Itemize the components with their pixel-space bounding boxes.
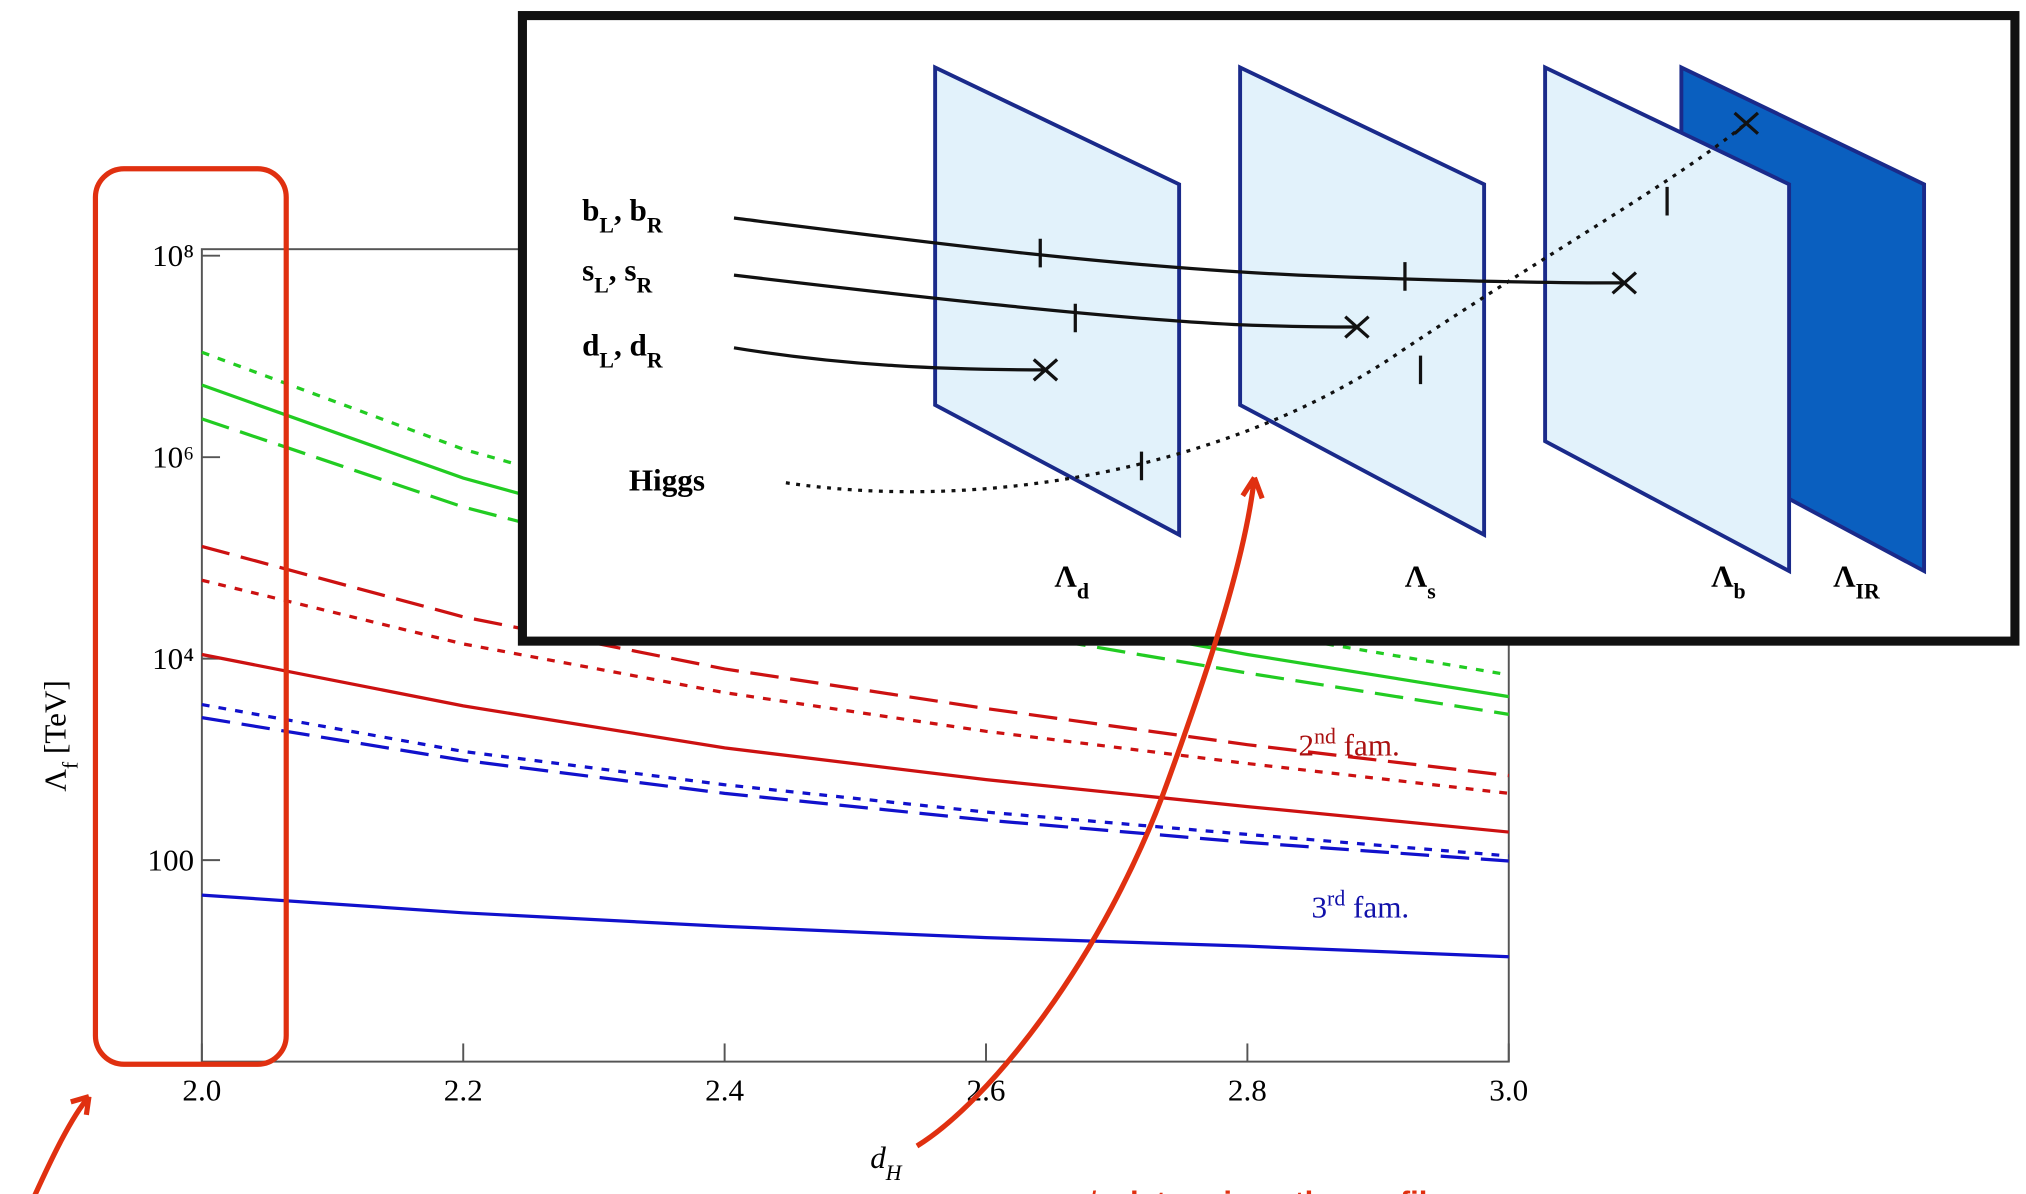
scale-label-part: IR <box>1856 580 1880 604</box>
field-label-part: L <box>594 273 609 297</box>
x-axis-label: dH <box>870 1140 903 1185</box>
field-label-part: , s <box>609 252 637 287</box>
x-axis-label-part: d <box>870 1140 886 1175</box>
y-axis-label-part: [TeV] <box>38 680 73 762</box>
y-axis-label-part: f <box>59 761 83 769</box>
field-label-part: L <box>599 214 614 238</box>
annotation-part: fam. <box>1336 727 1400 762</box>
annotation-part: nd <box>1314 724 1336 748</box>
annotation-part: fam. <box>1345 890 1409 925</box>
y-axis-label: Λf [TeV] <box>38 680 83 792</box>
x-tick-label: 2.8 <box>1228 1073 1267 1108</box>
x-tick-label: 2.4 <box>705 1073 744 1108</box>
highlight-box <box>95 169 286 1065</box>
annotation-part: 3 <box>1312 890 1328 925</box>
scale-label-part: Λ <box>1405 559 1428 594</box>
scale-label-part: Λ <box>1711 559 1734 594</box>
y-axis-label-part: Λ <box>38 769 73 792</box>
field-label-part: R <box>636 273 652 297</box>
field-label-part: R <box>647 214 663 238</box>
annotation: 2nd fam. <box>1299 724 1400 762</box>
figure: 2.02.22.42.62.83.010010⁴10⁶10⁸2nd fam.3r… <box>0 0 2026 1194</box>
field-label-part: L <box>599 349 614 373</box>
scale-label-part: s <box>1427 580 1435 604</box>
annotation-part: 2 <box>1299 727 1315 762</box>
field-label-part: b <box>582 193 599 228</box>
scale-label-part: d <box>1077 580 1089 604</box>
y-tick-label: 10⁸ <box>152 238 194 273</box>
field-label-part: d <box>582 328 599 363</box>
annotation-part: rd <box>1327 887 1345 911</box>
field-label-part: , b <box>614 193 647 228</box>
field-label-part: s <box>582 252 594 287</box>
caption-part: d <box>1078 1185 1097 1194</box>
higgs-label: Higgs <box>629 463 705 498</box>
x-tick-label: 2.2 <box>444 1073 483 1108</box>
x-tick-label: 2.0 <box>182 1073 221 1108</box>
x-tick-label: 3.0 <box>1489 1073 1528 1108</box>
y-tick-label: 10⁶ <box>152 440 194 475</box>
field-label-part: R <box>647 349 663 373</box>
annotation: 3rd fam. <box>1312 887 1410 925</box>
caption-part: determines the profile <box>1111 1185 1445 1194</box>
y-tick-label: 100 <box>147 843 194 878</box>
scale-label-part: b <box>1734 580 1746 604</box>
arrow-box <box>27 1097 89 1194</box>
scale-label-part: Λ <box>1833 559 1856 594</box>
x-axis-label-part: H <box>885 1161 903 1185</box>
y-tick-label: 10⁴ <box>152 641 194 676</box>
field-label-part: , d <box>614 328 647 363</box>
scale-label-part: Λ <box>1055 559 1078 594</box>
caption: dH determines the profile <box>1078 1185 1445 1194</box>
